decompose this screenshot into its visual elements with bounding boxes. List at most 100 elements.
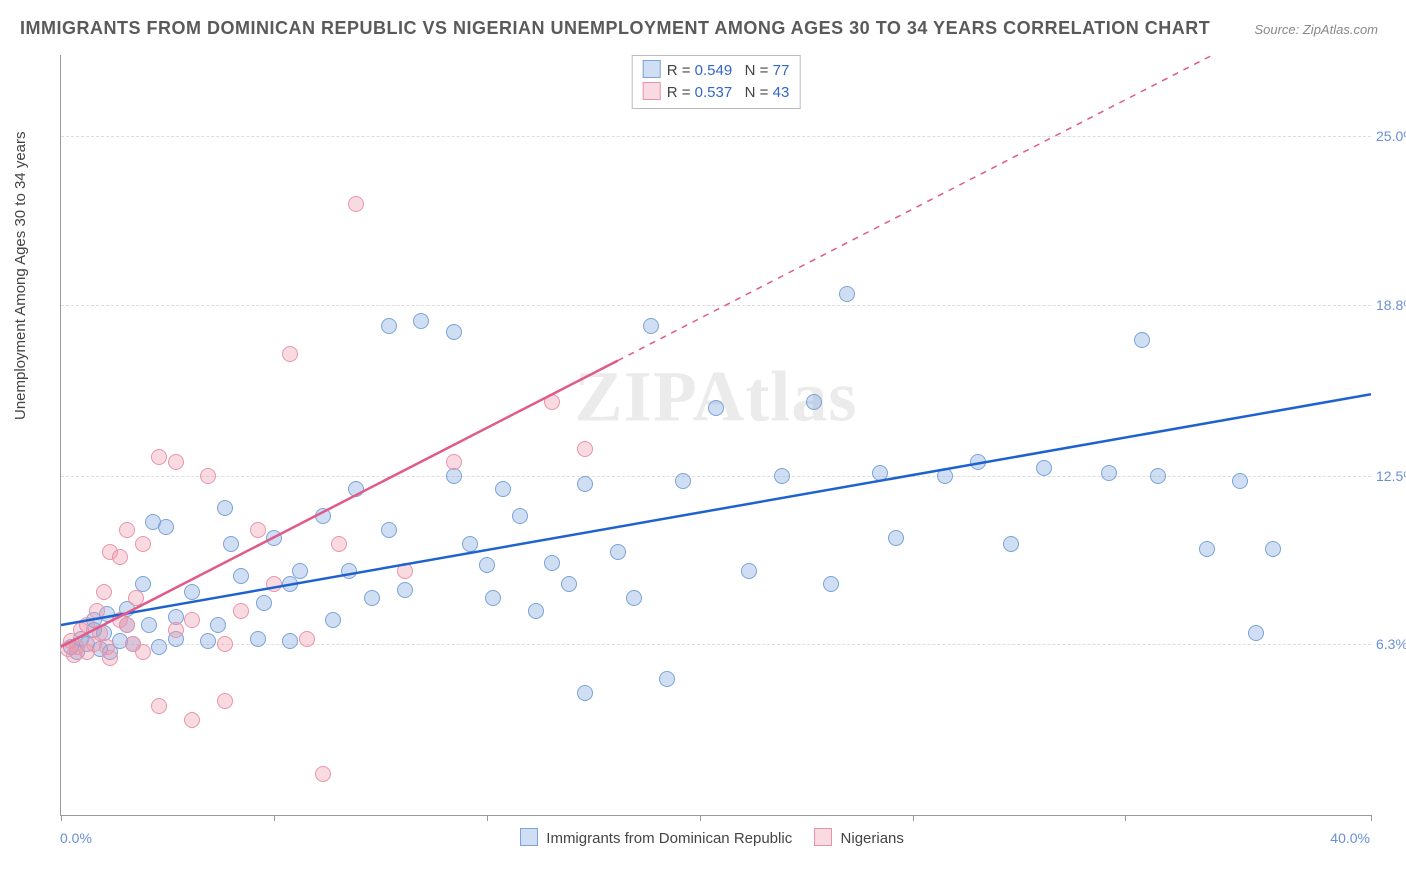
data-point xyxy=(135,536,151,552)
legend-row: R = 0.537 N = 43 xyxy=(643,82,790,104)
data-point xyxy=(217,693,233,709)
data-point xyxy=(381,318,397,334)
data-point xyxy=(135,644,151,660)
data-point xyxy=(348,196,364,212)
y-tick-label: 25.0% xyxy=(1376,128,1406,144)
legend-swatch xyxy=(520,828,538,846)
data-point xyxy=(217,500,233,516)
legend-swatch xyxy=(643,60,661,78)
data-point xyxy=(233,568,249,584)
n-value: 77 xyxy=(773,62,790,79)
data-point xyxy=(823,576,839,592)
data-point xyxy=(462,536,478,552)
data-point xyxy=(210,617,226,633)
data-point xyxy=(1199,541,1215,557)
data-point xyxy=(413,313,429,329)
gridline xyxy=(61,136,1371,137)
data-point xyxy=(151,449,167,465)
x-tick xyxy=(1371,815,1372,821)
x-tick xyxy=(61,815,62,821)
data-point xyxy=(512,508,528,524)
data-point xyxy=(659,671,675,687)
data-point xyxy=(1150,468,1166,484)
data-point xyxy=(119,617,135,633)
data-point xyxy=(495,481,511,497)
correlation-legend: R = 0.549 N = 77R = 0.537 N = 43 xyxy=(632,55,801,109)
legend-swatch xyxy=(814,828,832,846)
data-point xyxy=(331,536,347,552)
data-point xyxy=(223,536,239,552)
chart-title: IMMIGRANTS FROM DOMINICAN REPUBLIC VS NI… xyxy=(20,18,1210,39)
gridline xyxy=(61,305,1371,306)
data-point xyxy=(168,454,184,470)
data-point xyxy=(119,522,135,538)
data-point xyxy=(299,631,315,647)
data-point xyxy=(937,468,953,484)
data-point xyxy=(112,549,128,565)
data-point xyxy=(200,468,216,484)
data-point xyxy=(168,622,184,638)
data-point xyxy=(1248,625,1264,641)
data-point xyxy=(577,685,593,701)
data-point xyxy=(577,476,593,492)
data-point xyxy=(96,584,112,600)
x-tick xyxy=(274,815,275,821)
data-point xyxy=(446,324,462,340)
data-point xyxy=(774,468,790,484)
data-point xyxy=(128,590,144,606)
data-point xyxy=(1036,460,1052,476)
data-point xyxy=(1232,473,1248,489)
data-point xyxy=(381,522,397,538)
data-point xyxy=(626,590,642,606)
data-point xyxy=(544,394,560,410)
y-tick-label: 18.8% xyxy=(1376,297,1406,313)
data-point xyxy=(485,590,501,606)
data-point xyxy=(675,473,691,489)
data-point xyxy=(233,603,249,619)
data-point xyxy=(561,576,577,592)
data-point xyxy=(872,465,888,481)
data-point xyxy=(708,400,724,416)
data-point xyxy=(102,650,118,666)
legend-row: R = 0.549 N = 77 xyxy=(643,60,790,82)
data-point xyxy=(282,576,298,592)
series-legend: Immigrants from Dominican Republic Niger… xyxy=(0,828,1406,847)
data-point xyxy=(217,636,233,652)
data-point xyxy=(741,563,757,579)
data-point xyxy=(479,557,495,573)
data-point xyxy=(184,712,200,728)
plot-area: ZIPAtlas R = 0.549 N = 77R = 0.537 N = 4… xyxy=(60,55,1371,816)
n-value: 43 xyxy=(773,84,790,101)
data-point xyxy=(970,454,986,470)
x-tick xyxy=(1125,815,1126,821)
data-point xyxy=(315,766,331,782)
trend-lines xyxy=(61,55,1371,815)
data-point xyxy=(1265,541,1281,557)
data-point xyxy=(250,631,266,647)
data-point xyxy=(315,508,331,524)
data-point xyxy=(528,603,544,619)
data-point xyxy=(610,544,626,560)
data-point xyxy=(282,346,298,362)
data-point xyxy=(200,633,216,649)
data-point xyxy=(577,441,593,457)
data-point xyxy=(341,563,357,579)
data-point xyxy=(266,530,282,546)
x-tick xyxy=(700,815,701,821)
legend-label: Nigerians xyxy=(836,830,904,847)
data-point xyxy=(250,522,266,538)
data-point xyxy=(158,519,174,535)
data-point xyxy=(839,286,855,302)
r-value: 0.537 xyxy=(695,84,733,101)
legend-swatch xyxy=(643,82,661,100)
data-point xyxy=(151,639,167,655)
data-point xyxy=(141,617,157,633)
data-point xyxy=(446,454,462,470)
data-point xyxy=(282,633,298,649)
data-point xyxy=(806,394,822,410)
data-point xyxy=(888,530,904,546)
data-point xyxy=(643,318,659,334)
source-label: Source: ZipAtlas.com xyxy=(1254,22,1378,37)
y-tick-label: 6.3% xyxy=(1376,636,1406,652)
data-point xyxy=(544,555,560,571)
